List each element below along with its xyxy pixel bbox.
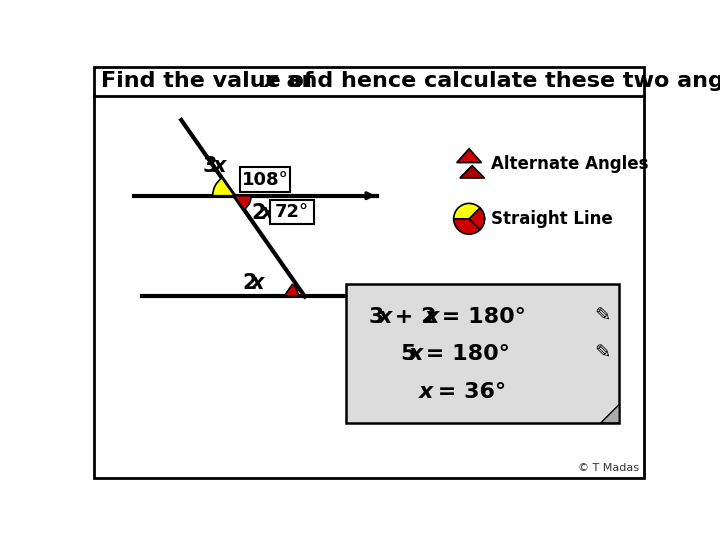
Polygon shape — [600, 404, 619, 423]
Text: 3: 3 — [203, 157, 217, 177]
Wedge shape — [212, 178, 234, 195]
Wedge shape — [234, 195, 251, 210]
Text: x: x — [213, 157, 227, 177]
Text: x: x — [378, 307, 392, 327]
Wedge shape — [469, 208, 485, 230]
Text: © T Madas: © T Madas — [577, 463, 639, 473]
Text: ✎: ✎ — [594, 344, 611, 363]
Text: = 36°: = 36° — [430, 382, 506, 402]
Text: Find the value of: Find the value of — [101, 71, 321, 91]
Wedge shape — [454, 204, 485, 219]
FancyBboxPatch shape — [346, 284, 619, 423]
Text: 3: 3 — [369, 307, 384, 327]
Polygon shape — [460, 166, 485, 178]
Text: = 180°: = 180° — [418, 343, 510, 363]
Text: 5: 5 — [400, 343, 415, 363]
Text: ✎: ✎ — [594, 307, 611, 326]
Polygon shape — [456, 148, 482, 163]
Text: + 2: + 2 — [387, 307, 437, 327]
FancyBboxPatch shape — [271, 200, 314, 224]
Wedge shape — [284, 285, 298, 296]
FancyBboxPatch shape — [94, 67, 644, 478]
Text: x: x — [251, 273, 265, 293]
Text: x: x — [409, 343, 423, 363]
Text: 72°: 72° — [275, 203, 309, 221]
Wedge shape — [454, 219, 485, 234]
Text: Alternate Angles: Alternate Angles — [490, 155, 648, 173]
Text: x: x — [419, 382, 433, 402]
Text: x: x — [425, 307, 438, 327]
Text: 2: 2 — [242, 273, 256, 293]
Text: 108°: 108° — [242, 171, 289, 188]
Text: x: x — [261, 202, 274, 222]
Text: x: x — [264, 71, 279, 91]
Text: Straight Line: Straight Line — [490, 210, 613, 228]
FancyBboxPatch shape — [240, 167, 290, 192]
Text: = 180°: = 180° — [433, 307, 526, 327]
Text: and hence calculate these two angles: and hence calculate these two angles — [271, 71, 720, 91]
Text: 2: 2 — [251, 202, 266, 222]
